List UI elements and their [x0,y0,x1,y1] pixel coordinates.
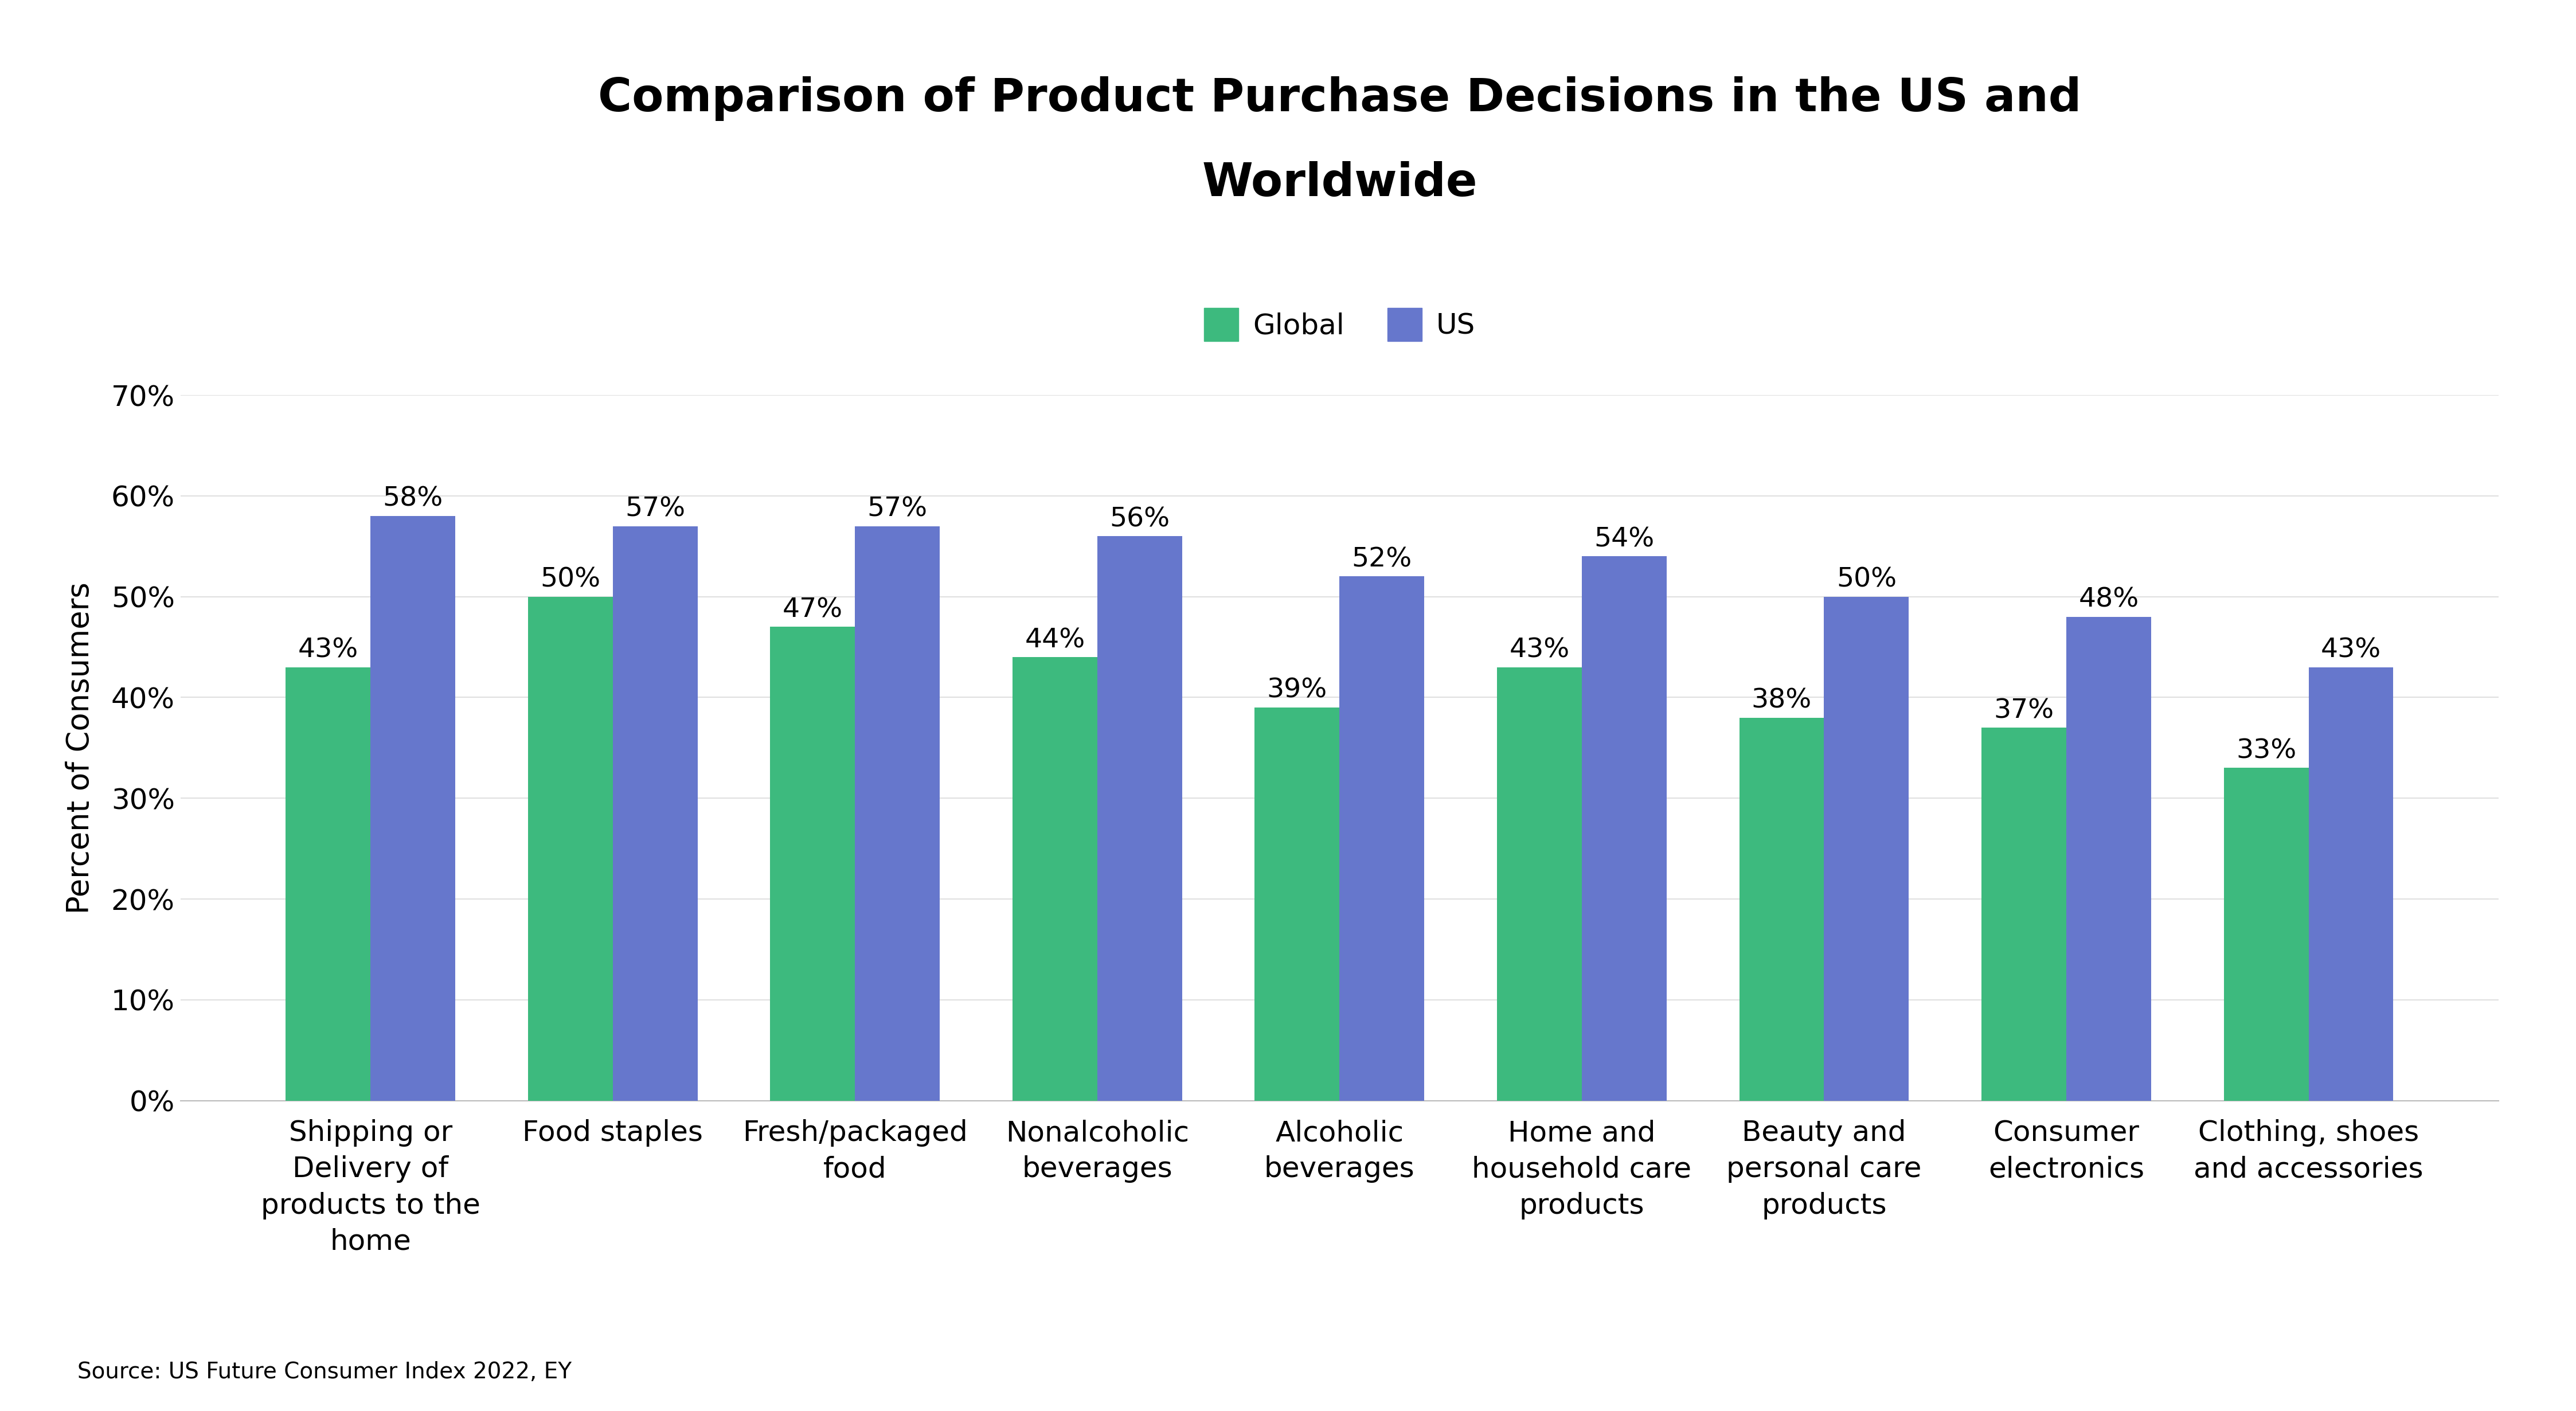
Y-axis label: Percent of Consumers: Percent of Consumers [64,581,95,914]
Text: 56%: 56% [1110,507,1170,532]
Text: 52%: 52% [1352,546,1412,573]
Text: 33%: 33% [2236,738,2295,763]
Text: 44%: 44% [1025,628,1084,653]
Bar [2308,667,2393,1101]
Bar [1981,728,2066,1101]
Bar [1097,536,1182,1101]
Text: 57%: 57% [868,497,927,522]
Bar [1739,718,1824,1101]
Text: 38%: 38% [1752,687,1811,714]
Bar [613,526,698,1101]
Text: 54%: 54% [1595,526,1654,552]
Bar [1255,707,1340,1101]
Text: Worldwide: Worldwide [1203,161,1476,206]
Text: 50%: 50% [541,567,600,593]
Bar [371,516,456,1101]
Text: Comparison of Product Purchase Decisions in the US and: Comparison of Product Purchase Decisions… [598,76,2081,121]
Text: 57%: 57% [626,497,685,522]
Text: 43%: 43% [299,638,358,663]
Text: 50%: 50% [1837,567,1896,593]
Text: 58%: 58% [384,487,443,512]
Bar [1582,556,1667,1101]
Bar [1012,658,1097,1101]
Text: Source: US Future Consumer Index 2022, EY: Source: US Future Consumer Index 2022, E… [77,1362,572,1383]
Text: 43%: 43% [1510,638,1569,663]
Bar [855,526,940,1101]
Bar [2223,768,2308,1101]
Text: 48%: 48% [2079,587,2138,612]
Text: 43%: 43% [2321,638,2380,663]
Bar [286,667,371,1101]
Text: 39%: 39% [1267,677,1327,704]
Text: 47%: 47% [783,597,842,622]
Bar [528,597,613,1101]
Bar [1497,667,1582,1101]
Bar [770,626,855,1101]
Bar [2066,617,2151,1101]
Bar [1824,597,1909,1101]
Legend: Global, US: Global, US [1193,296,1486,353]
Text: 37%: 37% [1994,698,2053,724]
Bar [1340,577,1425,1101]
